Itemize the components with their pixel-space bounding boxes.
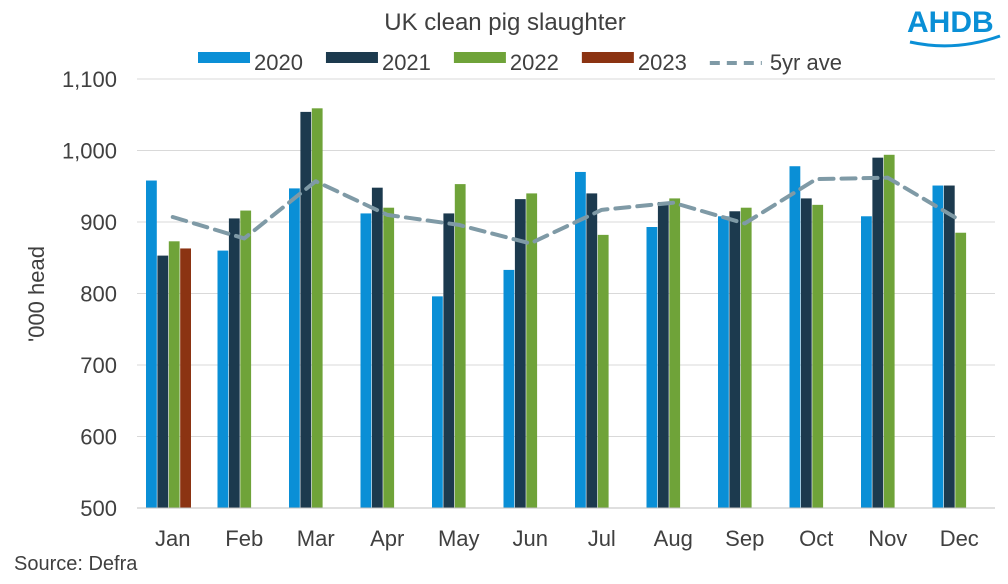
y-tick-label: 1,100 bbox=[62, 67, 117, 92]
legend-label: 2023 bbox=[638, 50, 687, 75]
bar-2021-Feb bbox=[228, 218, 240, 509]
legend-swatch bbox=[198, 52, 250, 63]
y-tick-label: 700 bbox=[80, 353, 117, 378]
bar-2021-Dec bbox=[943, 185, 955, 508]
y-tick-label: 900 bbox=[80, 210, 117, 235]
bar-2022-May bbox=[454, 184, 466, 509]
x-tick-label: Nov bbox=[868, 526, 907, 551]
gridlines bbox=[137, 78, 995, 437]
bar-2021-Sep bbox=[729, 211, 741, 508]
chart-title: UK clean pig slaughter bbox=[384, 9, 625, 36]
bar-2021-Apr bbox=[371, 187, 383, 508]
x-axis-ticks: Jan Feb Mar Apr May Jun Jul Aug Sep Oct Nov Dec bbox=[155, 526, 979, 551]
bar-2023-Jan bbox=[180, 248, 191, 508]
bar-2022-Feb bbox=[240, 210, 252, 508]
logo-swoosh bbox=[909, 34, 1001, 48]
bar-2020-Apr bbox=[360, 213, 372, 509]
x-tick-label: Feb bbox=[225, 526, 263, 551]
bar-2022-Jun bbox=[526, 193, 538, 508]
legend-label: 5yr ave bbox=[770, 50, 842, 75]
legend-swatch bbox=[581, 52, 634, 63]
bar-2021-Mar bbox=[300, 111, 312, 508]
y-tick-label: 1,000 bbox=[62, 139, 117, 164]
bar-2021-May bbox=[443, 213, 455, 509]
average-line-group bbox=[170, 175, 962, 246]
ahdb-logo: AHDB bbox=[907, 6, 1001, 48]
bar-2021-Jan bbox=[157, 255, 169, 508]
legend-label: 2020 bbox=[254, 50, 303, 75]
x-tick-label: Mar bbox=[297, 526, 335, 551]
bar-2020-Nov bbox=[861, 216, 872, 508]
legend-swatch bbox=[453, 52, 506, 63]
legend-swatch bbox=[325, 52, 378, 63]
x-tick-label: Aug bbox=[654, 526, 693, 551]
y-axis-label: '000 head bbox=[24, 246, 49, 342]
line-5yr-ave bbox=[170, 175, 962, 246]
bar-2020-Oct bbox=[789, 166, 801, 509]
legend: 2020 2021 2022 2023 5yr ave bbox=[198, 50, 842, 75]
bar-2020-May bbox=[432, 296, 443, 508]
x-tick-label: Jan bbox=[155, 526, 190, 551]
bar-2020-Feb bbox=[217, 250, 229, 508]
bar-2020-Mar bbox=[289, 188, 300, 508]
x-tick-label: May bbox=[438, 526, 480, 551]
bar-2022-Nov bbox=[883, 154, 895, 509]
bar-2020-Jul bbox=[575, 171, 586, 508]
bar-2022-Oct bbox=[812, 204, 824, 508]
legend-label: 2022 bbox=[510, 50, 559, 75]
x-tick-label: Jun bbox=[513, 526, 548, 551]
bar-2022-Aug bbox=[669, 198, 681, 508]
bar-2021-Jun bbox=[514, 199, 526, 508]
bar-2020-Sep bbox=[718, 216, 729, 508]
bar-2021-Oct bbox=[800, 198, 812, 508]
bar-2022-Dec bbox=[955, 232, 967, 508]
bar-2022-Jul bbox=[597, 234, 609, 508]
bars bbox=[146, 108, 967, 509]
bar-2022-Jan bbox=[168, 241, 180, 508]
x-tick-label: Dec bbox=[940, 526, 979, 551]
bar-2022-Mar bbox=[311, 108, 323, 508]
bar-2020-Aug bbox=[646, 227, 658, 508]
bar-2022-Apr bbox=[383, 207, 395, 508]
x-tick-label: Sep bbox=[725, 526, 764, 551]
x-tick-label: Apr bbox=[370, 526, 404, 551]
bar-2022-Sep bbox=[740, 207, 752, 508]
y-tick-label: 600 bbox=[80, 425, 117, 450]
y-tick-label: 800 bbox=[80, 282, 117, 307]
bar-2020-Jun bbox=[503, 269, 515, 508]
legend-label: 2021 bbox=[382, 50, 431, 75]
logo-text: AHDB bbox=[907, 6, 994, 39]
source-note: Source: Defra bbox=[14, 553, 138, 575]
x-tick-label: Jul bbox=[588, 526, 616, 551]
bar-2021-Aug bbox=[657, 201, 669, 509]
bar-2021-Jul bbox=[586, 193, 598, 508]
bar-2020-Dec bbox=[932, 185, 944, 508]
bar-2021-Nov bbox=[872, 157, 884, 508]
y-axis-ticks: 500 600 700 800 900 1,000 1,100 bbox=[62, 67, 117, 521]
bar-2020-Jan bbox=[146, 180, 157, 508]
y-tick-label: 500 bbox=[80, 496, 117, 521]
x-tick-label: Oct bbox=[799, 526, 833, 551]
